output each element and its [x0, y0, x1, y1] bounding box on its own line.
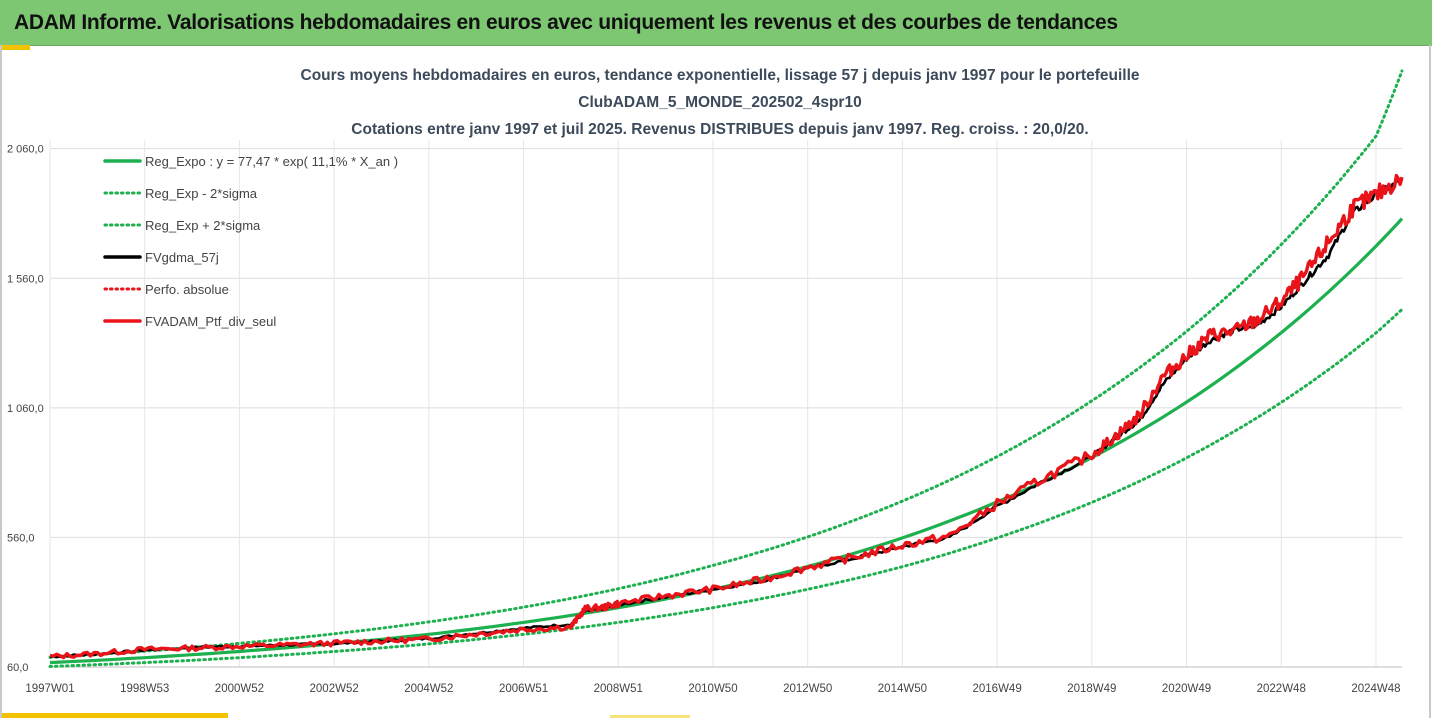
x-tick-label: 2000W52: [215, 683, 264, 695]
chart-title-line-2: ClubADAM_5_MONDE_202502_4spr10: [578, 94, 861, 111]
y-tick-label: 60,0: [7, 662, 28, 674]
chart-title-line-1: Cours moyens hebdomadaires en euros, ten…: [301, 67, 1140, 84]
x-tick-label: 2018W49: [1067, 683, 1116, 695]
chart-title-line-3: Cotations entre janv 1997 et juil 2025. …: [351, 121, 1088, 138]
accent-bar-bottom-secondary: [610, 715, 690, 718]
frame-left: [0, 45, 2, 718]
legend-label: Reg_Exp - 2*sigma: [145, 186, 258, 201]
legend-label: FVADAM_Ptf_div_seul: [145, 314, 276, 329]
accent-bar-bottom: [0, 713, 228, 718]
x-tick-label: 2012W50: [783, 683, 832, 695]
y-tick-label: 2 060,0: [7, 144, 44, 156]
accent-bar-top: [0, 45, 30, 50]
y-tick-label: 1 560,0: [7, 273, 44, 285]
axis-ticks: 60,0 560,0 1 060,0 1 560,0 2 060,0 1997W01 199…: [7, 144, 1401, 695]
x-tick-label: 2008W51: [594, 683, 643, 695]
x-tick-label: 2014W50: [878, 683, 927, 695]
series-reg-minus-2sigma: [48, 307, 1404, 668]
series-reg-plus-2sigma: [48, 69, 1404, 659]
legend-label: Reg_Expo : y = 77,47 * exp( 11,1% * X_an…: [145, 154, 398, 169]
x-tick-label: 2010W50: [688, 683, 737, 695]
x-tick-label: 2002W52: [310, 683, 359, 695]
x-tick-label: 1997W01: [25, 683, 74, 695]
frame-right: [1429, 45, 1431, 718]
x-tick-label: 1998W53: [120, 683, 169, 695]
x-tick-label: 2022W48: [1257, 683, 1306, 695]
series-fvadam-ptf: [49, 173, 1404, 660]
y-tick-label: 1 060,0: [7, 403, 44, 415]
page-title: ADAM Informe. Valorisations hebdomadaire…: [14, 11, 1118, 34]
x-tick-label: 2020W49: [1162, 683, 1211, 695]
y-tick-label: 560,0: [7, 532, 35, 544]
x-tick-label: 2024W48: [1351, 683, 1400, 695]
legend-label: FVgdma_57j: [145, 250, 219, 265]
x-tick-label: 2016W49: [972, 683, 1021, 695]
grid: [49, 140, 1402, 668]
legend-label: Reg_Exp + 2*sigma: [145, 218, 261, 233]
x-tick-label: 2004W52: [404, 683, 453, 695]
x-tick-label: 2006W51: [499, 683, 548, 695]
legend: Reg_Expo : y = 77,47 * exp( 11,1% * X_an…: [103, 154, 398, 329]
series-group: [48, 69, 1404, 668]
header-bar: ADAM Informe. Valorisations hebdomadaire…: [0, 0, 1432, 46]
legend-label: Perfo. absolue: [145, 282, 229, 297]
series-reg-expo: [49, 217, 1404, 665]
